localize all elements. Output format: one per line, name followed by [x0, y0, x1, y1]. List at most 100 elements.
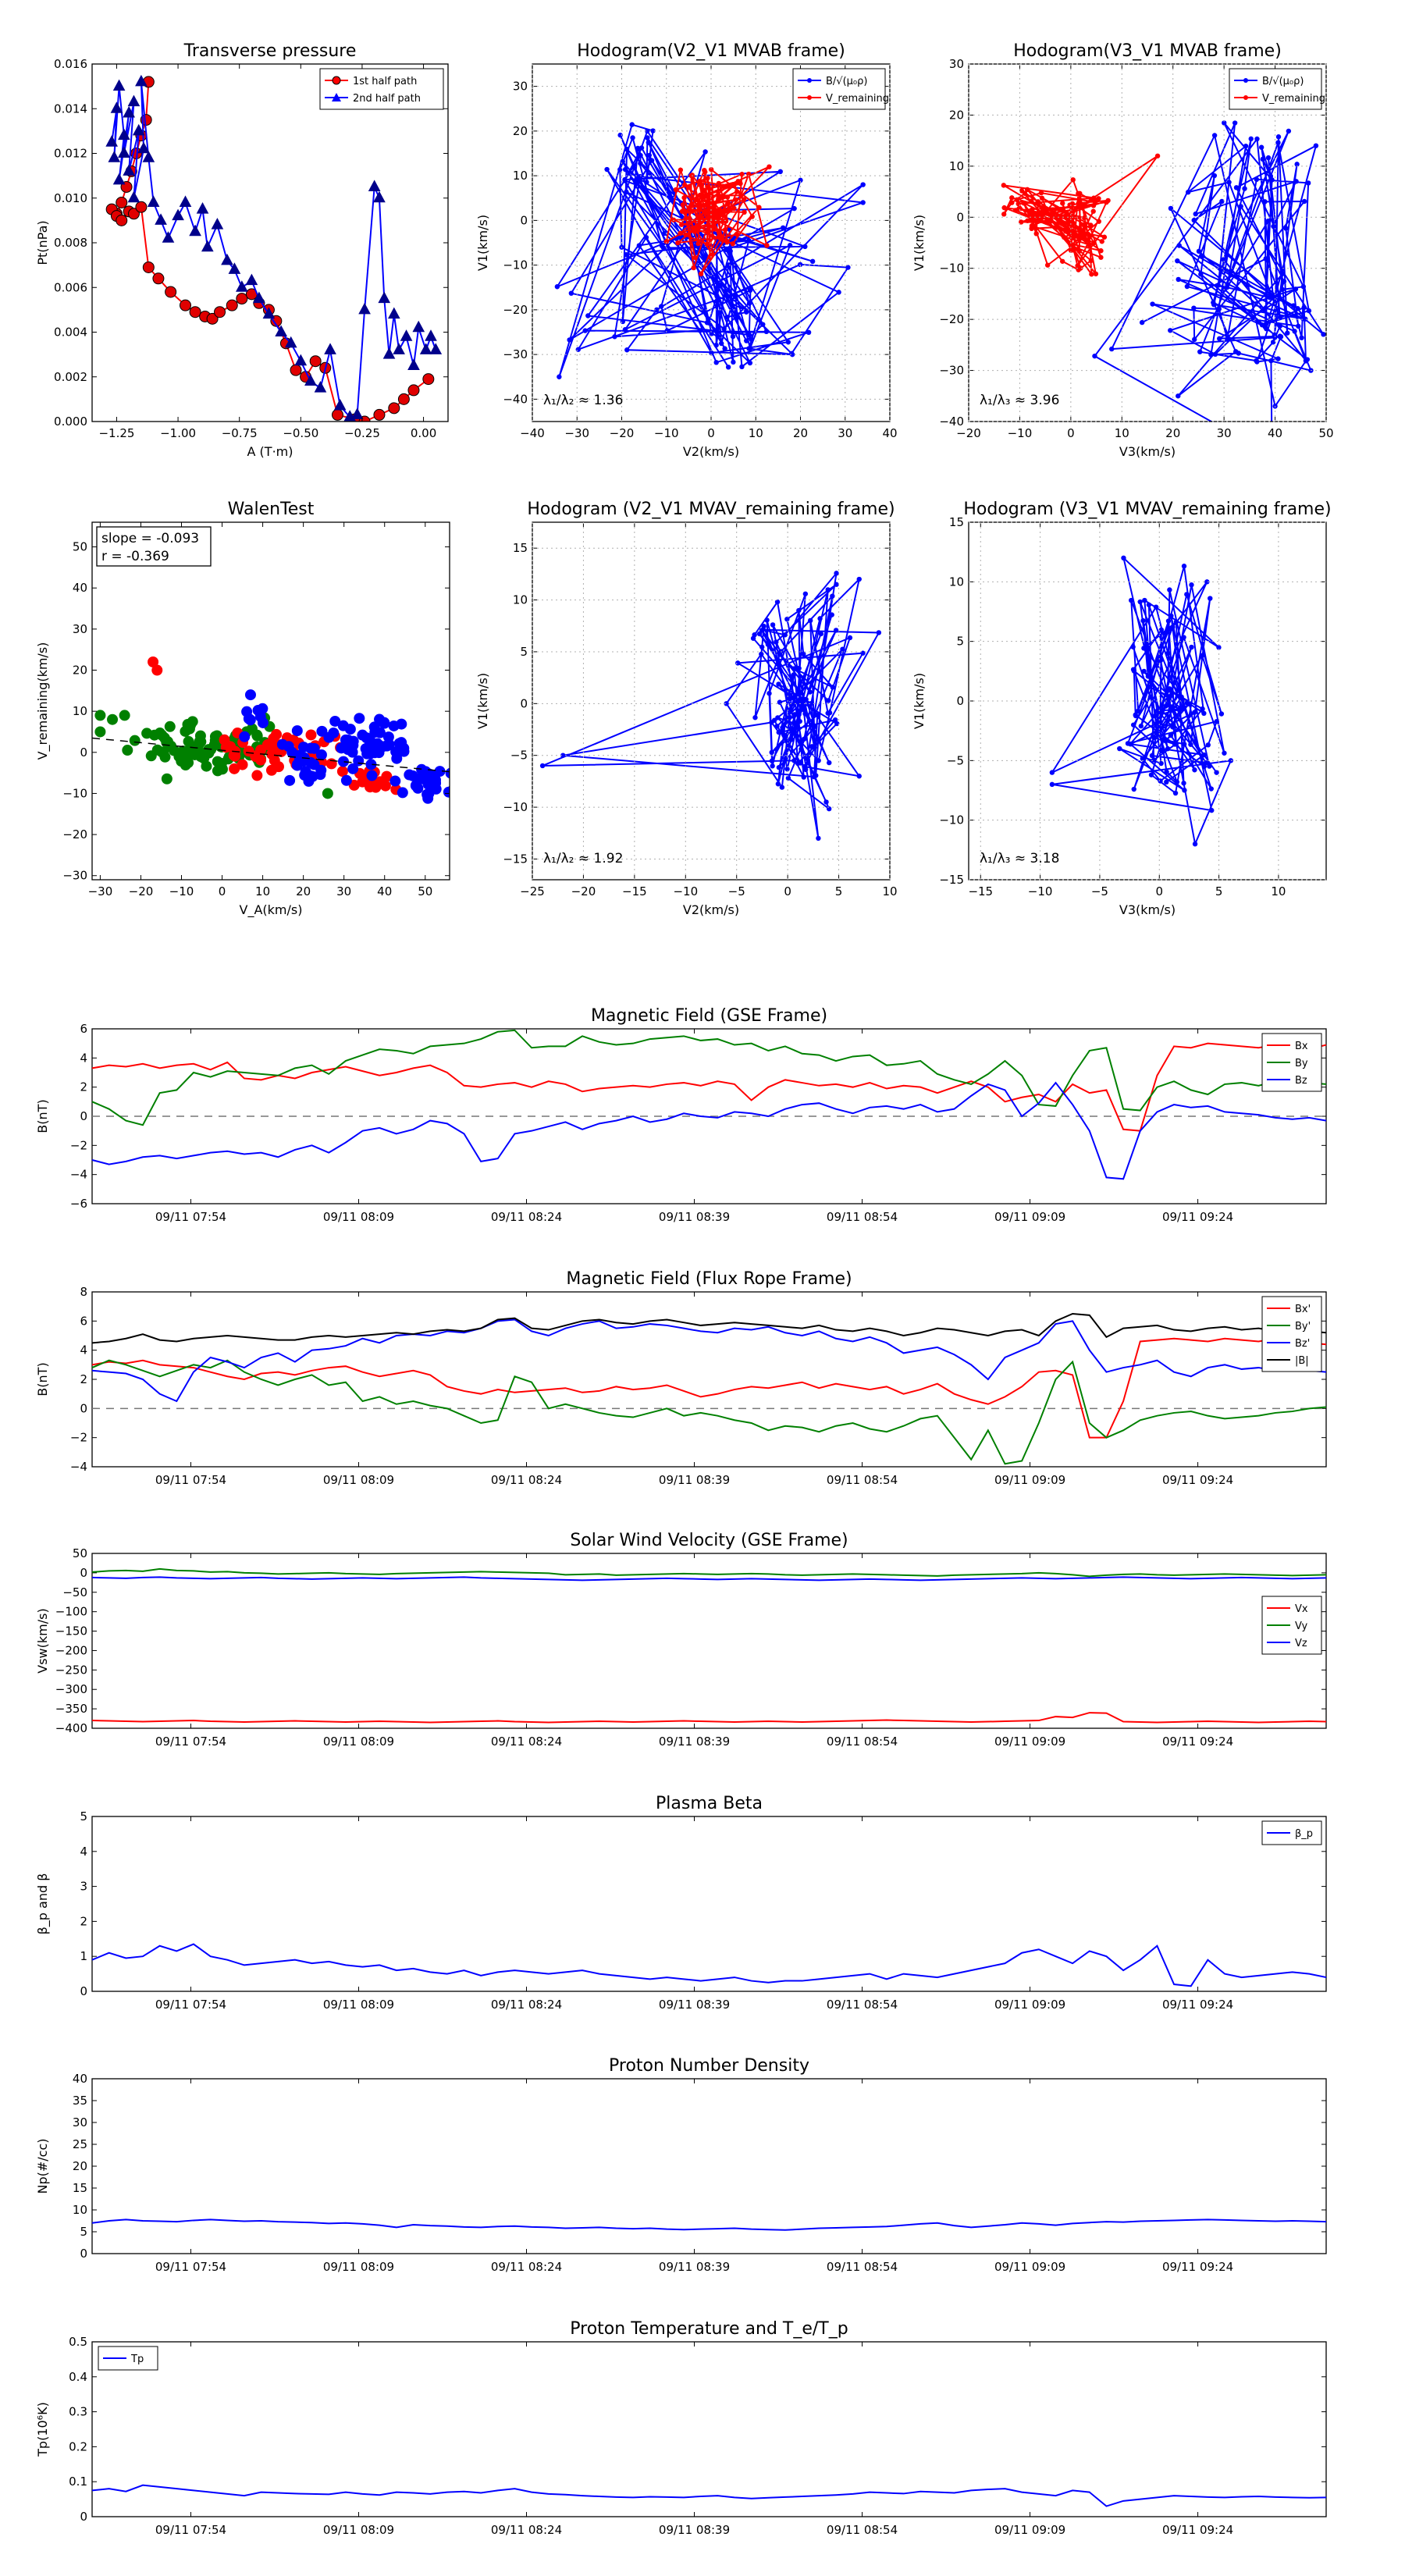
data-point: [795, 733, 800, 739]
series-line: [91, 1318, 1327, 1403]
data-point: [687, 205, 692, 211]
x-tick-label: 0: [707, 426, 715, 440]
data-point: [663, 239, 670, 244]
data-point: [722, 227, 728, 233]
data-point: [1170, 724, 1176, 730]
data-point: [1191, 217, 1197, 223]
data-point: [1175, 258, 1180, 264]
data-point: [94, 710, 106, 721]
x-tick-label: −15: [622, 884, 647, 898]
data-point: [1141, 646, 1147, 651]
data-point: [1281, 279, 1287, 284]
x-tick-label: −0.75: [222, 426, 258, 440]
data-point: [725, 365, 731, 370]
data-point: [1263, 321, 1269, 326]
data-point: [1062, 234, 1067, 240]
data-point: [678, 167, 684, 173]
data-point: [775, 781, 781, 787]
data-point: [1278, 334, 1284, 340]
data-point: [1262, 199, 1268, 205]
data-point: [836, 290, 841, 295]
y-tick-label: 5: [956, 635, 964, 649]
data-point: [827, 710, 833, 716]
y-tick-label: 10: [513, 169, 528, 183]
data-point: [787, 243, 793, 248]
data-point: [135, 201, 148, 213]
y-tick-label: −5: [947, 753, 964, 767]
data-point: [624, 146, 630, 152]
data-point: [585, 313, 591, 318]
data-point: [419, 343, 432, 354]
chart-title: Magnetic Field (GSE Frame): [591, 1006, 827, 1026]
data-point: [539, 763, 546, 769]
legend-label: By: [1295, 1058, 1308, 1069]
y-tick-label: 0: [80, 1401, 87, 1415]
data-point: [1165, 697, 1171, 703]
walen-r-label: r = -0.369: [101, 549, 169, 564]
chart-vsw: Solar Wind Velocity (GSE Frame) −400 −350 −…: [35, 1531, 1327, 1749]
data-point: [251, 770, 263, 781]
data-point: [826, 806, 832, 812]
data-point: [695, 217, 700, 222]
data-point: [557, 374, 562, 379]
legend-marker: [332, 76, 341, 85]
data-point: [802, 711, 808, 717]
data-point: [253, 291, 265, 304]
data-point: [1163, 703, 1168, 709]
data-point: [1158, 627, 1165, 633]
data-point: [784, 767, 790, 772]
x-tick-label: 30: [1217, 426, 1232, 440]
data-point: [1148, 772, 1154, 777]
data-point: [840, 646, 845, 652]
data-point: [1192, 710, 1197, 715]
data-point: [1149, 753, 1155, 759]
data-point: [262, 307, 276, 319]
data-point: [1131, 668, 1137, 674]
data-point: [255, 754, 267, 766]
y-tick-label: −100: [55, 1605, 87, 1619]
data-point: [709, 331, 714, 336]
data-point: [1216, 645, 1222, 650]
data-point: [354, 713, 365, 724]
legend-label: V_remaining: [826, 93, 889, 105]
data-point: [659, 304, 664, 309]
data-point: [1290, 303, 1297, 308]
data-point: [1185, 189, 1191, 195]
y-tick-label: 10: [949, 159, 964, 173]
data-point: [582, 328, 588, 333]
data-point: [680, 202, 685, 208]
data-point: [194, 730, 206, 742]
data-point: [122, 745, 133, 756]
data-point: [1208, 786, 1214, 792]
y-tick-label: 5: [80, 2225, 87, 2239]
y-tick-label: 0.000: [54, 415, 87, 429]
data-point: [692, 229, 698, 234]
y-tick-label: −15: [503, 852, 528, 866]
y-tick-label: 35: [73, 2094, 87, 2108]
data-point: [704, 241, 710, 247]
data-point: [702, 149, 708, 155]
y-tick-label: 0: [956, 210, 964, 224]
x-tick-label: −25: [520, 884, 545, 898]
time-tick-label: 09/11 08:54: [827, 1473, 898, 1487]
data-point: [347, 763, 359, 774]
y-tick-label: 0: [956, 694, 964, 708]
data-point: [845, 265, 851, 270]
data-point: [1158, 778, 1163, 784]
y-tick-label: 0.014: [54, 101, 87, 116]
chart-hodo3: Hodogram (V2_V1 MVAV_remaining frame) −15…: [475, 500, 898, 917]
data-point: [151, 744, 163, 756]
data-point: [769, 758, 775, 763]
data-point: [1300, 284, 1307, 290]
data-point: [127, 190, 140, 203]
data-point: [725, 183, 731, 189]
time-tick-label: 09/11 08:39: [659, 1210, 730, 1224]
data-point: [1245, 283, 1250, 288]
series-line: [91, 1337, 1327, 1439]
chart-title: Proton Temperature and T_e/T_p: [570, 2319, 848, 2339]
data-point: [165, 286, 177, 298]
data-point: [1176, 243, 1182, 248]
data-point: [1219, 198, 1225, 205]
legend-label: Bz: [1295, 1075, 1307, 1087]
data-point: [744, 338, 749, 343]
